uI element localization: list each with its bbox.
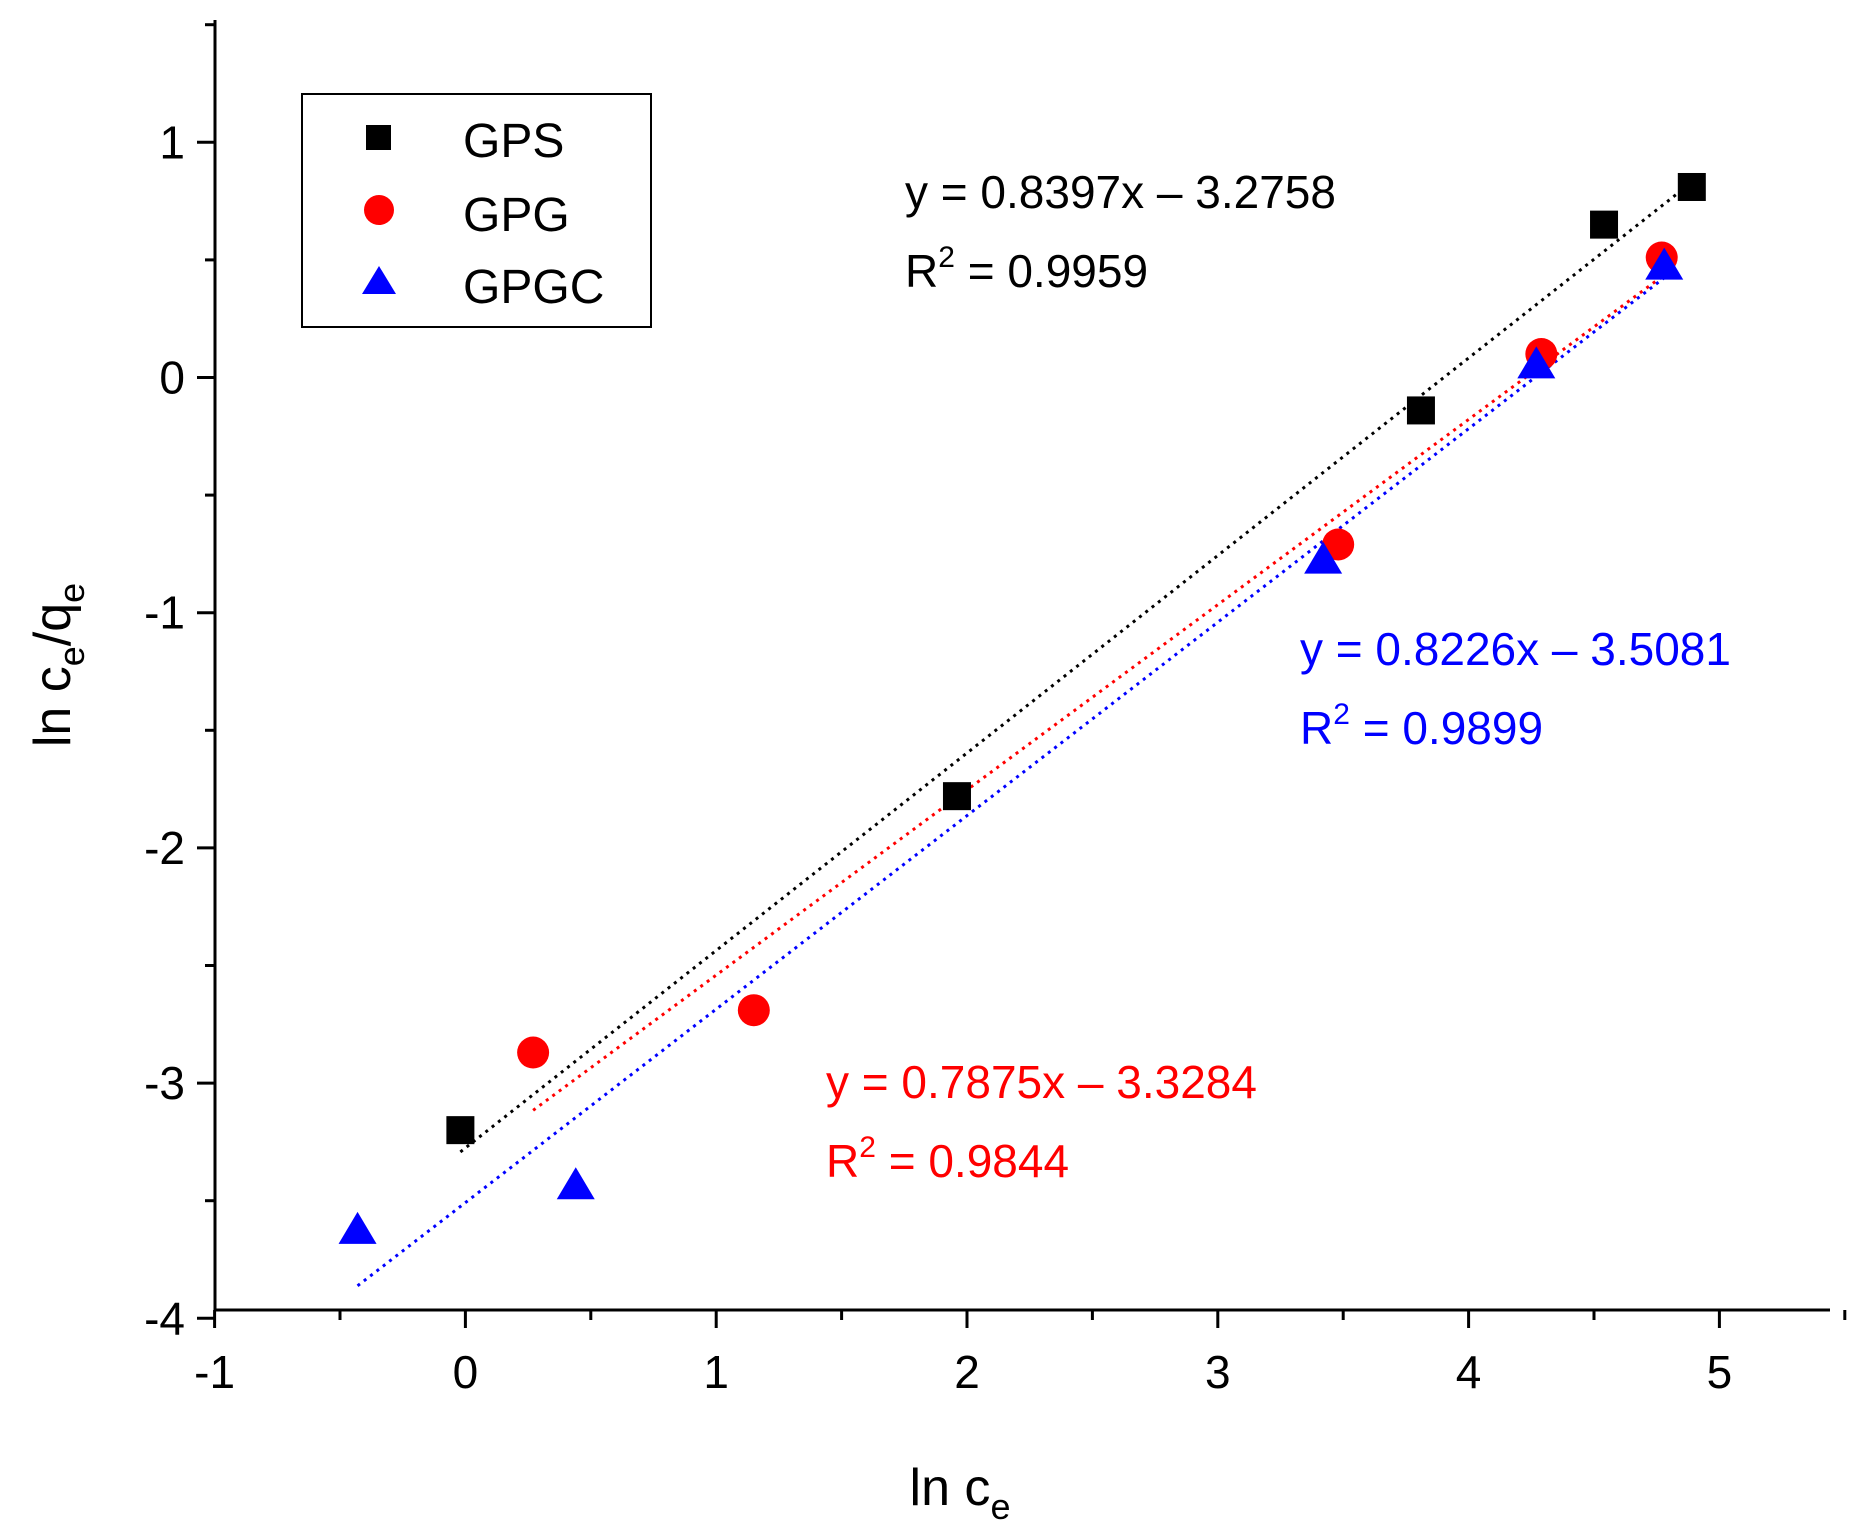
annotation-gpgc: y = 0.8226x – 3.5081 R2 = 0.9899 — [1300, 623, 1731, 754]
x-tick-label: 0 — [453, 1346, 479, 1398]
equation-gps: y = 0.8397x – 3.2758 — [905, 166, 1336, 218]
data-points — [338, 172, 1706, 1244]
fit-line-gpgc — [356, 276, 1666, 1287]
legend-label-gps: GPS — [463, 115, 564, 168]
y-axis-title-pre: ln c — [24, 666, 82, 747]
y-axis-title: ln ce/qe — [24, 583, 92, 747]
point-gps — [1677, 172, 1706, 201]
x-axis-title-main: ln c — [910, 1459, 991, 1517]
legend-marker-gpg — [364, 195, 394, 225]
y-tick-label: -2 — [144, 822, 185, 874]
equation-gpgc: y = 0.8226x – 3.5081 — [1300, 623, 1731, 675]
point-gpg — [737, 994, 770, 1027]
y-tick-label: -1 — [144, 587, 185, 639]
x-tick-label: 4 — [1456, 1346, 1482, 1398]
y-tick-label: -3 — [144, 1057, 185, 1109]
r2-gps-superscript: 2 — [938, 241, 955, 274]
y-axis-title-sub1: e — [51, 646, 92, 666]
y-tick-label: 0 — [159, 352, 185, 404]
x-tick-label: 3 — [1205, 1346, 1231, 1398]
y-tick-label: -4 — [144, 1292, 185, 1344]
point-gps — [1590, 210, 1619, 239]
point-gps — [1406, 396, 1435, 425]
fit-line-gpg — [532, 275, 1663, 1112]
y-tick-label: 1 — [159, 116, 185, 168]
point-gpgc — [1304, 541, 1343, 574]
point-gpg — [517, 1036, 550, 1069]
annotation-gpg: y = 0.7875x – 3.3284 R2 = 0.9844 — [826, 1056, 1257, 1187]
point-gps — [942, 782, 971, 811]
r2-gpg-superscript: 2 — [859, 1131, 876, 1164]
x-axis-title-subscript: e — [990, 1486, 1010, 1527]
x-ticks: -1 0 1 2 3 4 5 — [194, 1310, 1847, 1398]
legend-marker-gpgc — [362, 266, 396, 294]
x-tick-label: 2 — [954, 1346, 980, 1398]
point-gpg — [1322, 528, 1355, 561]
legend: GPS GPG GPGC — [301, 93, 652, 328]
equation-gpg: y = 0.7875x – 3.3284 — [826, 1056, 1257, 1108]
y-axis-title-sub2: e — [51, 583, 92, 603]
legend-box — [301, 93, 652, 328]
r2-gpg-label: R — [826, 1135, 859, 1187]
point-gpgc — [1645, 247, 1684, 280]
r2-gpg: R2 = 0.9844 — [826, 1131, 1069, 1187]
legend-label-gpgc: GPGC — [463, 261, 604, 314]
x-tick-label: 1 — [703, 1346, 729, 1398]
point-gpgc — [338, 1211, 377, 1244]
r2-gpgc-label: R — [1300, 702, 1333, 754]
axes — [213, 20, 1830, 1312]
r2-gpgc-value: = 0.9899 — [1350, 702, 1543, 754]
r2-gpgc-superscript: 2 — [1333, 698, 1350, 731]
y-axis-title-mid: /q — [24, 603, 82, 646]
legend-marker-gps — [366, 125, 391, 150]
legend-label-gpg: GPG — [463, 189, 570, 242]
r2-gpg-value: = 0.9844 — [876, 1135, 1069, 1187]
r2-gps: R2 = 0.9959 — [905, 241, 1148, 297]
annotation-gps: y = 0.8397x – 3.2758 R2 = 0.9959 — [905, 166, 1336, 297]
point-gps — [446, 1116, 475, 1145]
point-gpgc — [556, 1167, 595, 1200]
fit-lines — [356, 181, 1693, 1287]
r2-gps-label: R — [905, 245, 938, 297]
x-tick-label: 5 — [1707, 1346, 1733, 1398]
r2-gps-value: = 0.9959 — [955, 245, 1148, 297]
r2-gpgc: R2 = 0.9899 — [1300, 698, 1543, 754]
x-axis-title: ln ce — [910, 1459, 1011, 1527]
fit-line-gps — [459, 181, 1693, 1154]
x-tick-label: -1 — [194, 1346, 235, 1398]
point-gpgc — [1517, 346, 1556, 379]
y-ticks: -4 -3 -2 -1 0 1 — [144, 23, 215, 1344]
